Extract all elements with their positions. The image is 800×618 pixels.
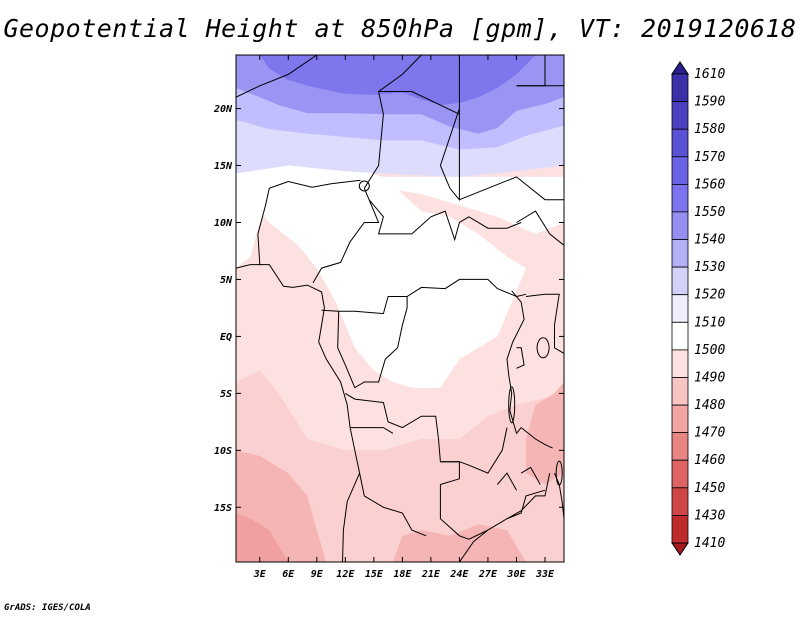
colorbar-segment <box>671 321 689 351</box>
colorbar-label: 1450 <box>694 481 725 496</box>
band-1510-white-center <box>250 165 527 388</box>
border-line <box>520 466 541 485</box>
lat-axis: 20N 15N 10N 5N EQ 5S 10S 15S <box>213 104 564 514</box>
colorbar: 1610 1590 1580 1570 1560 1550 1540 1530 1520 1510… <box>671 61 725 556</box>
border-line <box>378 91 460 115</box>
lat-label: 10S <box>214 446 232 457</box>
lon-label: 30E <box>506 569 526 580</box>
band-1500-pink <box>236 370 564 562</box>
lake-victoria <box>536 337 550 359</box>
lake-chad <box>358 180 370 192</box>
border-line <box>459 176 564 201</box>
border-line <box>363 55 422 189</box>
lon-label: 27E <box>478 569 498 580</box>
border-line <box>345 392 546 540</box>
border-line <box>440 427 508 474</box>
colorbar-label: 1560 <box>694 177 725 192</box>
colorbar-segment <box>671 156 689 185</box>
band-1490-south <box>392 524 526 562</box>
border-line <box>525 293 564 354</box>
colorbar-label: 1590 <box>694 95 725 110</box>
colorbar-bottom-arrow <box>671 542 689 556</box>
border-line <box>350 427 394 434</box>
colorbar-segment <box>671 432 689 461</box>
colorbar-segment <box>671 294 689 323</box>
lake-tanganyika <box>508 386 516 424</box>
colorbar-segment <box>671 73 689 103</box>
lon-label: 21E <box>421 569 441 580</box>
colorbar-label: 1510 <box>694 315 725 330</box>
lat-label: 5N <box>220 275 233 286</box>
colorbar-label: 1470 <box>694 426 725 441</box>
lon-label: 24E <box>449 569 469 580</box>
border-line <box>312 188 380 284</box>
colorbar-label: 1580 <box>694 122 725 137</box>
border-line <box>337 296 408 389</box>
map-frame <box>235 54 565 563</box>
border-line <box>497 472 517 491</box>
grads-footer: GrADS: IGES/COLA <box>4 603 91 613</box>
lon-label: 18E <box>393 569 412 580</box>
band-1550-bluedark <box>259 55 536 106</box>
border-line <box>368 199 522 242</box>
border-line <box>520 427 553 449</box>
colorbar-label: 1530 <box>694 260 725 275</box>
map-title: Geopotential Height at 850hPa [gpm], VT:… <box>3 14 797 43</box>
lon-label: 15E <box>365 569 384 580</box>
colorbar-segment <box>671 377 689 406</box>
lon-label: 12E <box>336 569 355 580</box>
border-line <box>516 210 564 246</box>
border-line <box>359 472 427 537</box>
border-line <box>321 278 527 315</box>
lake-malawi <box>555 460 563 486</box>
border-line <box>257 179 361 265</box>
border-line <box>458 529 489 562</box>
colorbar-segment <box>671 404 689 434</box>
colorbar-top-arrow <box>671 61 689 75</box>
colorbar-label: 1480 <box>694 398 725 413</box>
colorbar-segment <box>671 183 689 213</box>
border-line <box>439 108 460 202</box>
colorbar-label: 1610 <box>694 67 725 82</box>
colorbar-segment <box>671 349 689 378</box>
colorbar-label: 1550 <box>694 205 725 220</box>
border-line <box>516 55 546 87</box>
colorbar-segment <box>671 487 689 516</box>
lon-label: 3E <box>253 569 267 580</box>
colorbar-segment <box>671 459 689 489</box>
colorbar-segment <box>671 266 689 296</box>
lat-label: 5S <box>220 389 232 400</box>
colorbar-label: 1520 <box>694 288 725 303</box>
lon-label: 6E <box>282 569 295 580</box>
band-1480-sw <box>236 513 289 562</box>
lat-label: 15N <box>214 161 233 172</box>
lat-label: 10N <box>214 218 233 229</box>
band-1490-east <box>526 382 564 485</box>
colorbar-segment <box>671 515 689 544</box>
colorbar-label: 1430 <box>694 508 725 523</box>
colorbar-segment <box>671 239 689 268</box>
colorbar-label: 1410 <box>694 536 725 551</box>
colorbar-segment <box>671 211 689 240</box>
border-line <box>516 347 525 369</box>
lon-axis: 3E 6E 9E 12E 15E 18E 21E 24E 27E 30E 33E <box>253 55 555 580</box>
border-line <box>236 55 318 98</box>
colorbar-label: 1490 <box>694 371 725 386</box>
colorbar-label: 1460 <box>694 453 725 468</box>
map-area <box>236 55 564 562</box>
colorbar-label: 1540 <box>694 233 725 248</box>
colorbar-label: 1500 <box>694 343 725 358</box>
lat-label: EQ <box>220 332 232 343</box>
lon-label: 33E <box>535 569 555 580</box>
border-line <box>506 472 551 520</box>
colorbar-segment <box>671 128 689 158</box>
colorbar-label: 1570 <box>694 150 725 165</box>
lat-label: 15S <box>214 503 232 514</box>
colorbar-segment <box>671 101 689 130</box>
lon-label: 9E <box>311 569 324 580</box>
lat-label: 20N <box>213 104 233 115</box>
